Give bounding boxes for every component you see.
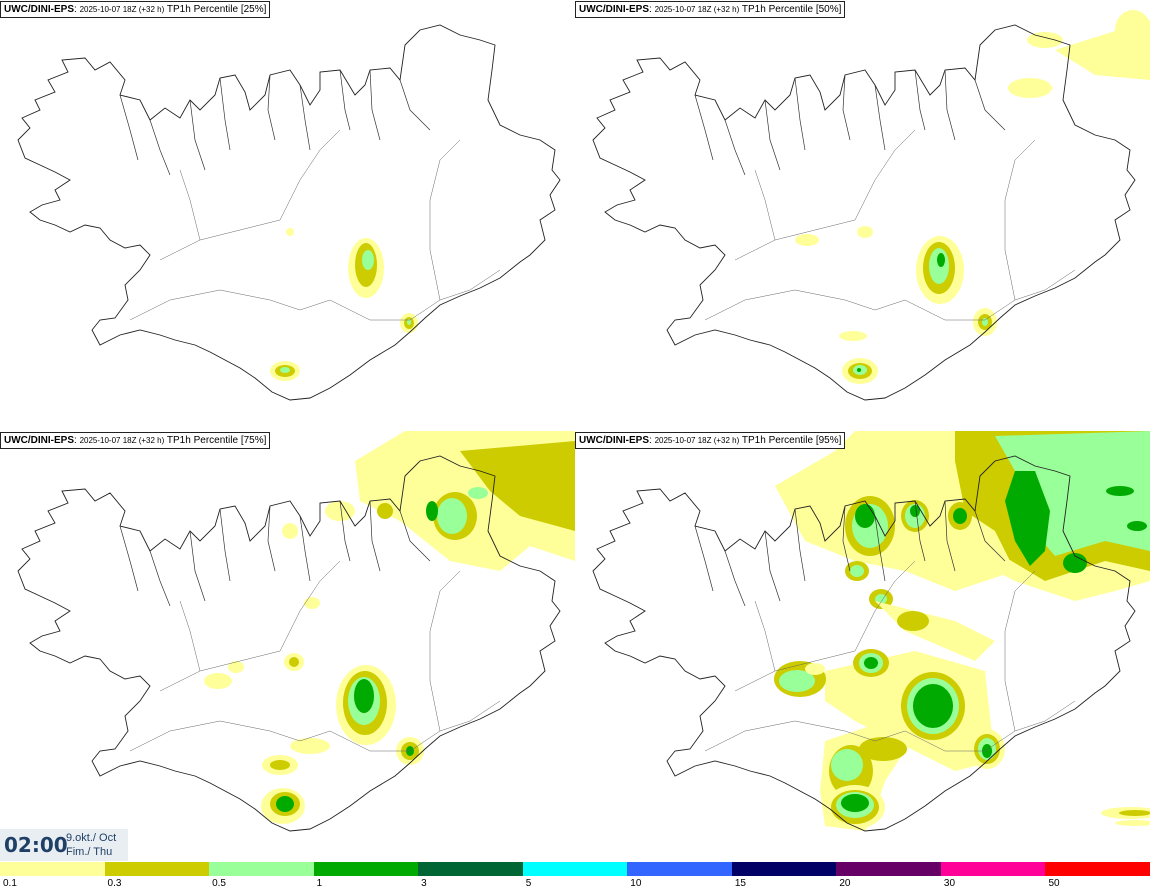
panel-title: UWC/DINI-EPS: 2025-10-07 18Z (+32 h) TP1…: [0, 1, 271, 18]
color-bar-segment: [522, 862, 628, 876]
color-bar-label: 5: [525, 878, 532, 889]
valid-date-line1: 9.okt./ Oct: [66, 832, 117, 844]
map-panel-75: UWC/DINI-EPS: 2025-10-07 18Z (+32 h) TP1…: [0, 431, 575, 862]
precip-contours: [774, 431, 1150, 831]
roads: [704, 560, 1076, 752]
coastline: [17, 455, 561, 832]
map-panel-25: UWC/DINI-EPS: 2025-10-07 18Z (+32 h) TP1…: [0, 0, 575, 431]
fjords: [694, 500, 1006, 607]
precip-color-bar-labels: 0.1 0.3 0.5 1 3 5 10 15 20 30 50: [0, 876, 1150, 891]
panel-title: UWC/DINI-EPS: 2025-10-07 18Z (+32 h) TP1…: [0, 432, 271, 449]
coastline: [17, 24, 561, 401]
color-bar-segment: [104, 862, 210, 876]
fjords: [694, 69, 1006, 176]
fjords: [119, 500, 431, 607]
color-bar-segment: [940, 862, 1046, 876]
precip-map: [592, 431, 1150, 832]
color-bar-label: 15: [734, 878, 746, 889]
color-bar-segment: [0, 862, 105, 876]
color-bar-segment: [1045, 862, 1150, 876]
iceland-outline: [592, 24, 1136, 401]
valid-time-clock: 02:00: [4, 833, 68, 857]
precip-map: [592, 10, 1150, 401]
color-bar-label: 50: [1048, 878, 1060, 889]
valid-date-line2: Fim./ Thu: [66, 846, 113, 858]
iceland-outline: [17, 24, 561, 401]
coastline: [592, 455, 1136, 832]
color-bar-segment: [209, 862, 314, 876]
valid-time-date: 9.okt./ Oct Fim./ Thu: [66, 831, 116, 859]
roads: [129, 560, 501, 752]
valid-time-box: 02:00 9.okt./ Oct Fim./ Thu: [0, 829, 128, 861]
precip-contours: [795, 10, 1150, 384]
precip-contours: [270, 228, 418, 381]
color-bar-label: 0.1: [3, 878, 17, 889]
iceland-outline: [592, 455, 1136, 832]
precip-color-bar: [0, 862, 1150, 876]
map-panel-95: UWC/DINI-EPS: 2025-10-07 18Z (+32 h) TP1…: [575, 431, 1150, 862]
roads: [129, 129, 501, 321]
panel-title: UWC/DINI-EPS: 2025-10-07 18Z (+32 h) TP1…: [575, 432, 846, 449]
roads: [704, 129, 1076, 321]
color-bar-label: 0.3: [107, 878, 122, 889]
color-bar-segment: [731, 862, 837, 876]
color-bar-label: 30: [943, 878, 956, 889]
color-bar-label: 20: [839, 878, 851, 889]
color-bar-segment: [627, 862, 732, 876]
color-bar-label: 0.5: [212, 878, 226, 889]
color-bar-label: 10: [630, 878, 642, 889]
color-bar-segment: [313, 862, 419, 876]
color-bar-segment: [418, 862, 523, 876]
map-panel-50: UWC/DINI-EPS: 2025-10-07 18Z (+32 h) TP1…: [575, 0, 1150, 431]
color-bar-label: 1: [316, 878, 323, 889]
precip-map: [17, 431, 575, 832]
precip-contours: [204, 431, 575, 824]
coastline: [592, 24, 1136, 401]
fjords: [119, 69, 431, 176]
iceland-outline: [17, 455, 561, 832]
panel-title: UWC/DINI-EPS: 2025-10-07 18Z (+32 h) TP1…: [575, 1, 846, 18]
color-bar-label: 3: [421, 878, 427, 889]
precip-map: [17, 24, 561, 401]
color-bar-segment: [836, 862, 941, 876]
